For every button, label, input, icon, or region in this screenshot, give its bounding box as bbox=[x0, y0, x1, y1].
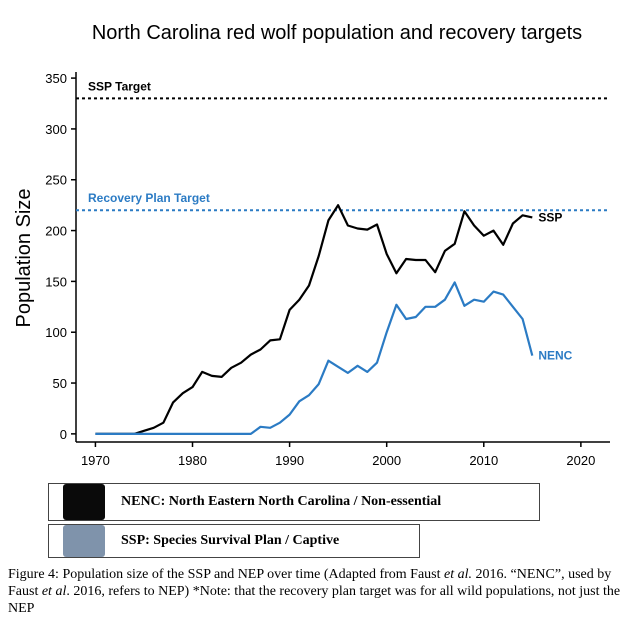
x-tick-label: 1970 bbox=[81, 453, 110, 468]
figure-caption: Figure 4: Population size of the SSP and… bbox=[8, 567, 621, 616]
y-axis-title: Population Size bbox=[13, 189, 35, 328]
x-tick-label: 1980 bbox=[178, 453, 207, 468]
legend-label-ssp: SSP: Species Survival Plan / Captive bbox=[121, 533, 340, 548]
reference-label-1: Recovery Plan Target bbox=[88, 191, 210, 205]
legend-label-nenc: NENC: North Eastern North Carolina / Non… bbox=[121, 494, 442, 509]
y-tick-label: 350 bbox=[45, 71, 67, 86]
x-tick-label: 2020 bbox=[566, 453, 595, 468]
series-line-nenc bbox=[95, 281, 534, 435]
x-tick-label: 2000 bbox=[372, 453, 401, 468]
legend-item-ssp: SSP: Species Survival Plan / Captive bbox=[48, 524, 420, 558]
legend-item-nenc: NENC: North Eastern North Carolina / Non… bbox=[48, 483, 540, 521]
y-tick-label: 200 bbox=[45, 224, 67, 239]
y-tick-label: 50 bbox=[53, 376, 67, 391]
reference-label-0: SSP Target bbox=[88, 79, 151, 93]
legend-swatch-ssp bbox=[63, 525, 105, 557]
y-tick-label: 250 bbox=[45, 173, 67, 188]
series-line-ssp bbox=[95, 204, 533, 435]
y-tick-label: 150 bbox=[45, 274, 67, 289]
y-tick-label: 300 bbox=[45, 122, 67, 137]
x-tick-label: 2010 bbox=[469, 453, 498, 468]
y-tick-label: 0 bbox=[60, 427, 67, 442]
series-label-ssp: SSP bbox=[538, 210, 562, 224]
chart: North Carolina red wolf population and r… bbox=[13, 22, 610, 468]
chart-title: North Carolina red wolf population and r… bbox=[92, 22, 582, 44]
legend-swatch-nenc bbox=[63, 484, 105, 520]
y-tick-label: 100 bbox=[45, 325, 67, 340]
series-label-nenc: NENC bbox=[538, 349, 572, 363]
x-tick-label: 1990 bbox=[275, 453, 304, 468]
